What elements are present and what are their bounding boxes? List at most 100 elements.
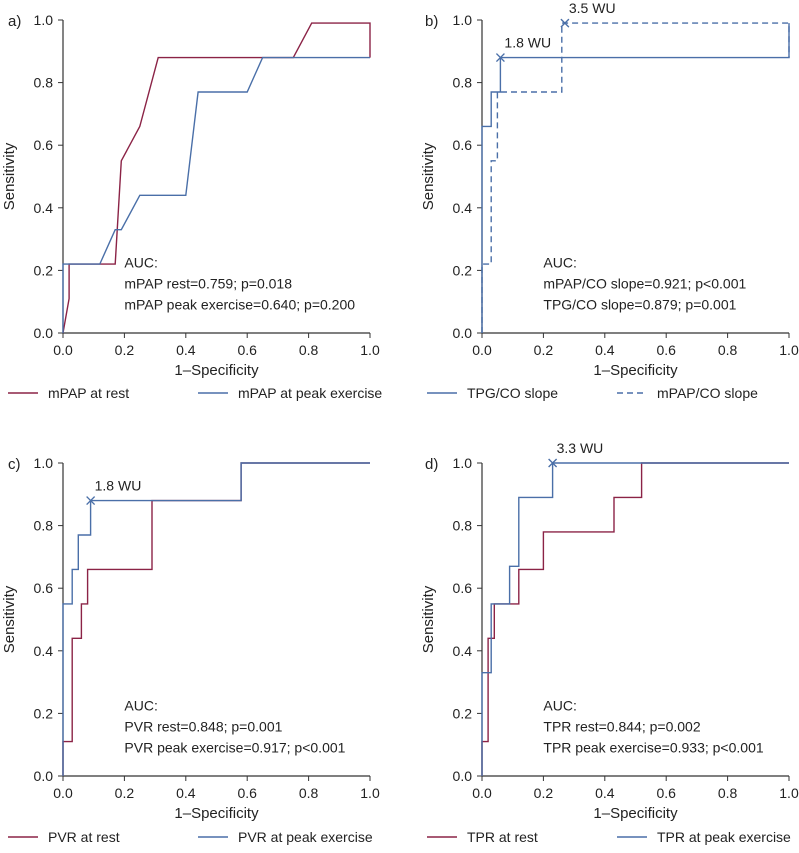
y-tick-label: 1.0: [34, 12, 54, 28]
cutoff-marker: [495, 53, 505, 63]
auc-line: TPR peak exercise=0.933; p<0.001: [543, 739, 763, 755]
y-tick-label: 0.6: [453, 580, 473, 596]
x-tick-label: 0.0: [53, 342, 73, 358]
auc-heading: AUC:: [124, 697, 157, 713]
auc-line: mPAP/CO slope=0.921; p<0.001: [543, 275, 746, 291]
x-tick-label: 0.4: [176, 785, 196, 801]
y-tick-label: 0.2: [453, 705, 473, 721]
panel-label: c): [8, 456, 21, 473]
cutoff-marker: [86, 496, 96, 506]
x-tick-label: 0.0: [472, 342, 492, 358]
cutoff-label: 3.3 WU: [557, 440, 604, 456]
roc-curve-dashed: [481, 22, 790, 333]
auc-line: PVR peak exercise=0.917; p<0.001: [124, 739, 345, 755]
auc-heading: AUC:: [543, 254, 576, 270]
panel-label: d): [425, 456, 438, 473]
roc-panel-d: d) 0.0 0.2 0.4 0.6 0.8 1.0 0.0 0.2 0.4 0.6 0.8 1.0 1–…: [420, 440, 799, 845]
x-tick-label: 0.0: [53, 785, 73, 801]
auc-line: mPAP peak exercise=0.640; p=0.200: [124, 296, 355, 312]
x-tick-label: 0.2: [115, 342, 135, 358]
y-tick-label: 0.0: [34, 768, 54, 784]
y-tick-label: 1.0: [453, 455, 473, 471]
x-axis-label: 1–Specificity: [174, 805, 259, 822]
y-tick-label: 0.6: [453, 137, 473, 153]
cutoff-marker: [560, 18, 570, 28]
y-axis-label: Sensitivity: [1, 142, 18, 210]
legend-label: TPG/CO slope: [467, 385, 558, 401]
x-tick-label: 0.4: [595, 785, 615, 801]
y-tick-label: 1.0: [34, 455, 54, 471]
x-tick-label: 0.6: [237, 342, 257, 358]
x-tick-label: 0.2: [115, 785, 135, 801]
legend-label: TPR at rest: [467, 829, 538, 845]
x-axis-label: 1–Specificity: [174, 362, 259, 379]
auc-heading: AUC:: [543, 697, 576, 713]
roc-curve-exercise: [481, 462, 789, 776]
y-axis-label: Sensitivity: [420, 142, 437, 210]
panel-label: a): [8, 13, 21, 30]
roc-curve-rest: [481, 462, 789, 776]
auc-line: PVR rest=0.848; p=0.001: [124, 718, 282, 734]
x-tick-label: 1.0: [360, 342, 380, 358]
auc-line: TPG/CO slope=0.879; p=0.001: [543, 296, 736, 312]
y-tick-label: 0.8: [453, 518, 473, 534]
cutoff-marker: [548, 458, 558, 468]
y-axis-label: Sensitivity: [1, 585, 18, 653]
x-tick-label: 1.0: [779, 785, 799, 801]
y-tick-label: 0.2: [34, 705, 54, 721]
x-tick-label: 0.2: [534, 342, 554, 358]
y-tick-label: 0.6: [34, 137, 54, 153]
y-axis-label: Sensitivity: [420, 585, 437, 653]
roc-curve-exercise: [62, 462, 370, 776]
x-tick-label: 1.0: [779, 342, 799, 358]
y-tick-label: 0.0: [453, 325, 473, 341]
x-axis-label: 1–Specificity: [593, 805, 678, 822]
panel-label: b): [425, 13, 438, 30]
x-axis-label: 1–Specificity: [593, 362, 678, 379]
y-tick-label: 0.6: [34, 580, 54, 596]
roc-curve-exercise: [62, 56, 370, 333]
roc-panel-a: a) 0.0 0.2 0.4 0.6 0.8 1.0 0.0 0.2 0.4 0.6 0.8 1.0 1–…: [1, 12, 382, 401]
y-tick-label: 0.4: [34, 200, 54, 216]
x-tick-label: 0.6: [237, 785, 257, 801]
x-tick-label: 0.0: [472, 785, 492, 801]
legend-label: mPAP at rest: [48, 385, 129, 401]
x-tick-label: 0.6: [656, 785, 676, 801]
y-tick-label: 0.0: [34, 325, 54, 341]
legend-label: PVR at rest: [48, 829, 120, 845]
cutoff-label: 3.5 WU: [569, 0, 616, 16]
roc-panel-c: c) 0.0 0.2 0.4 0.6 0.8 1.0 0.0 0.2 0.4 0.6 0.8 1.0 1–…: [1, 455, 380, 845]
cutoff-label: 1.8 WU: [504, 35, 551, 51]
legend-label: TPR at peak exercise: [657, 829, 791, 845]
y-tick-label: 1.0: [453, 12, 473, 28]
auc-line: mPAP rest=0.759; p=0.018: [124, 275, 292, 291]
auc-line: TPR rest=0.844; p=0.002: [543, 718, 700, 734]
roc-curve-rest: [62, 22, 371, 334]
legend-label: mPAP at peak exercise: [238, 385, 382, 401]
x-tick-label: 0.6: [656, 342, 676, 358]
x-tick-label: 0.8: [718, 342, 738, 358]
y-tick-label: 0.8: [34, 518, 54, 534]
cutoff-label: 1.8 WU: [95, 478, 142, 494]
y-tick-label: 0.8: [453, 75, 473, 91]
x-tick-label: 1.0: [360, 785, 380, 801]
x-tick-label: 0.2: [534, 785, 554, 801]
y-tick-label: 0.2: [453, 262, 473, 278]
x-tick-label: 0.8: [718, 785, 738, 801]
y-tick-label: 0.8: [34, 75, 54, 91]
y-tick-label: 0.4: [34, 643, 54, 659]
y-tick-label: 0.0: [453, 768, 473, 784]
x-tick-label: 0.4: [176, 342, 196, 358]
auc-heading: AUC:: [124, 254, 157, 270]
x-tick-label: 0.8: [299, 785, 319, 801]
y-tick-label: 0.4: [453, 200, 473, 216]
y-tick-label: 0.4: [453, 643, 473, 659]
y-tick-label: 0.2: [34, 262, 54, 278]
x-tick-label: 0.4: [595, 342, 615, 358]
legend-label: PVR at peak exercise: [238, 829, 373, 845]
roc-curve-exercise: [481, 23, 790, 333]
roc-panel-b: b) 0.0 0.2 0.4 0.6 0.8 1.0 0.0 0.2 0.4 0.6 0.8 1.0 1–…: [420, 0, 799, 401]
legend-label: mPAP/CO slope: [657, 385, 758, 401]
x-tick-label: 0.8: [299, 342, 319, 358]
